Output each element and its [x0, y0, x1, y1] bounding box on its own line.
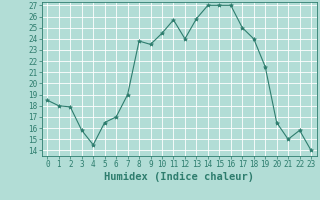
X-axis label: Humidex (Indice chaleur): Humidex (Indice chaleur)	[104, 172, 254, 182]
